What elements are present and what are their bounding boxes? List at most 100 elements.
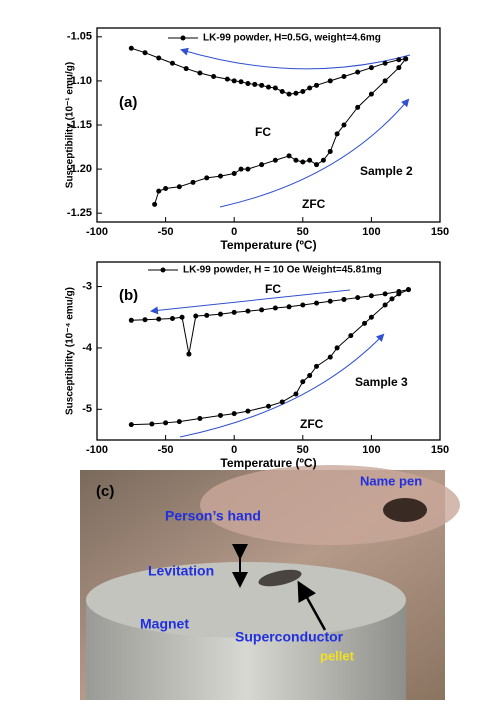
x-tick-label: -100 <box>86 226 108 238</box>
annotation: ZFC <box>300 417 324 431</box>
y-tick-label: -3 <box>82 280 92 292</box>
data-point <box>286 91 292 97</box>
panel-label: (a) <box>119 94 137 111</box>
data-point <box>259 162 265 168</box>
x-tick-label: 50 <box>297 444 309 456</box>
data-point <box>403 56 409 62</box>
data-point <box>197 416 203 422</box>
data-point <box>163 185 169 191</box>
data-point <box>327 78 333 84</box>
data-point <box>245 408 251 414</box>
y-tick-label: -5 <box>82 403 92 415</box>
data-point <box>245 308 251 314</box>
data-point <box>186 351 192 357</box>
data-point <box>272 157 278 163</box>
data-point <box>286 304 292 310</box>
data-point <box>293 90 299 96</box>
data-point <box>348 333 354 339</box>
data-point <box>179 314 185 320</box>
data-point <box>334 131 340 137</box>
photo-label: Magnet <box>140 616 189 632</box>
data-point <box>286 153 292 159</box>
zfc-arrow <box>179 333 385 438</box>
data-point <box>314 363 320 369</box>
x-tick-label: 150 <box>431 226 449 238</box>
data-point <box>231 171 237 176</box>
data-point <box>405 287 411 293</box>
y-axis-label: Susceptibility (10⁻⁴ emu/g) <box>65 287 76 415</box>
data-point <box>238 166 244 172</box>
data-point <box>368 91 374 97</box>
data-point <box>396 57 402 63</box>
data-point <box>362 320 368 326</box>
data-point <box>190 179 196 185</box>
data-point <box>272 85 278 91</box>
data-point <box>169 60 175 66</box>
legend-marker <box>160 267 166 273</box>
data-point <box>355 295 361 301</box>
data-point <box>300 302 306 308</box>
x-tick-label: 100 <box>362 444 380 456</box>
photo-label: Name pen <box>360 473 422 488</box>
data-point <box>211 74 217 79</box>
data-point <box>368 65 374 71</box>
data-point <box>300 159 306 165</box>
y-tick-label: -1.20 <box>67 163 92 175</box>
data-point <box>272 305 278 311</box>
data-point <box>355 104 361 110</box>
data-point <box>169 315 175 321</box>
data-point <box>163 420 169 426</box>
data-point <box>307 157 313 163</box>
data-point <box>389 296 395 302</box>
y-tick-label: -1.10 <box>67 75 92 87</box>
series-line <box>131 47 406 95</box>
legend-marker <box>180 35 186 41</box>
fc-arrow <box>150 289 351 315</box>
panel-label: (c) <box>96 483 114 500</box>
data-point <box>341 122 347 128</box>
data-point <box>300 379 306 385</box>
legend-label: LK-99 powder, H = 10 Oe Weight=45.81mg <box>183 265 382 276</box>
annotation: ZFC <box>302 197 326 211</box>
photo-label: Superconductor <box>235 629 344 645</box>
data-point <box>231 411 237 417</box>
data-point <box>128 317 134 323</box>
magnet-top <box>86 562 406 638</box>
x-tick-label: 100 <box>362 226 380 238</box>
data-point <box>327 354 333 360</box>
data-point <box>183 66 189 72</box>
fc-arrow <box>180 47 411 70</box>
data-point <box>238 79 244 85</box>
data-point <box>204 312 210 318</box>
x-tick-label: 50 <box>297 226 309 238</box>
panel-label: (b) <box>119 287 138 304</box>
data-point <box>156 55 162 61</box>
data-point <box>327 148 333 154</box>
data-point <box>293 157 299 163</box>
data-point <box>320 157 326 163</box>
data-point <box>204 175 210 181</box>
data-point <box>245 166 251 172</box>
data-point <box>368 293 374 299</box>
x-tick-label: 0 <box>231 226 237 238</box>
photo: (c) Name pen Person’s hand Levitation Ma… <box>80 465 460 700</box>
photo-label: pellet <box>320 648 355 663</box>
x-tick-label: -50 <box>158 226 174 238</box>
data-point <box>334 345 340 351</box>
data-point <box>252 81 258 87</box>
data-point <box>231 309 237 315</box>
pen <box>383 498 427 522</box>
data-point <box>176 184 182 190</box>
data-point <box>382 302 388 308</box>
y-tick-label: -1.05 <box>67 31 92 43</box>
data-point <box>245 81 251 87</box>
data-point <box>217 173 223 179</box>
x-axis-label: Temperature (ºC) <box>220 456 316 470</box>
data-point <box>382 78 388 84</box>
data-point <box>355 69 361 75</box>
x-tick-label: -50 <box>158 444 174 456</box>
annotation: FC <box>265 282 281 296</box>
data-point <box>300 88 306 94</box>
data-point <box>176 419 182 425</box>
data-point <box>156 316 162 322</box>
